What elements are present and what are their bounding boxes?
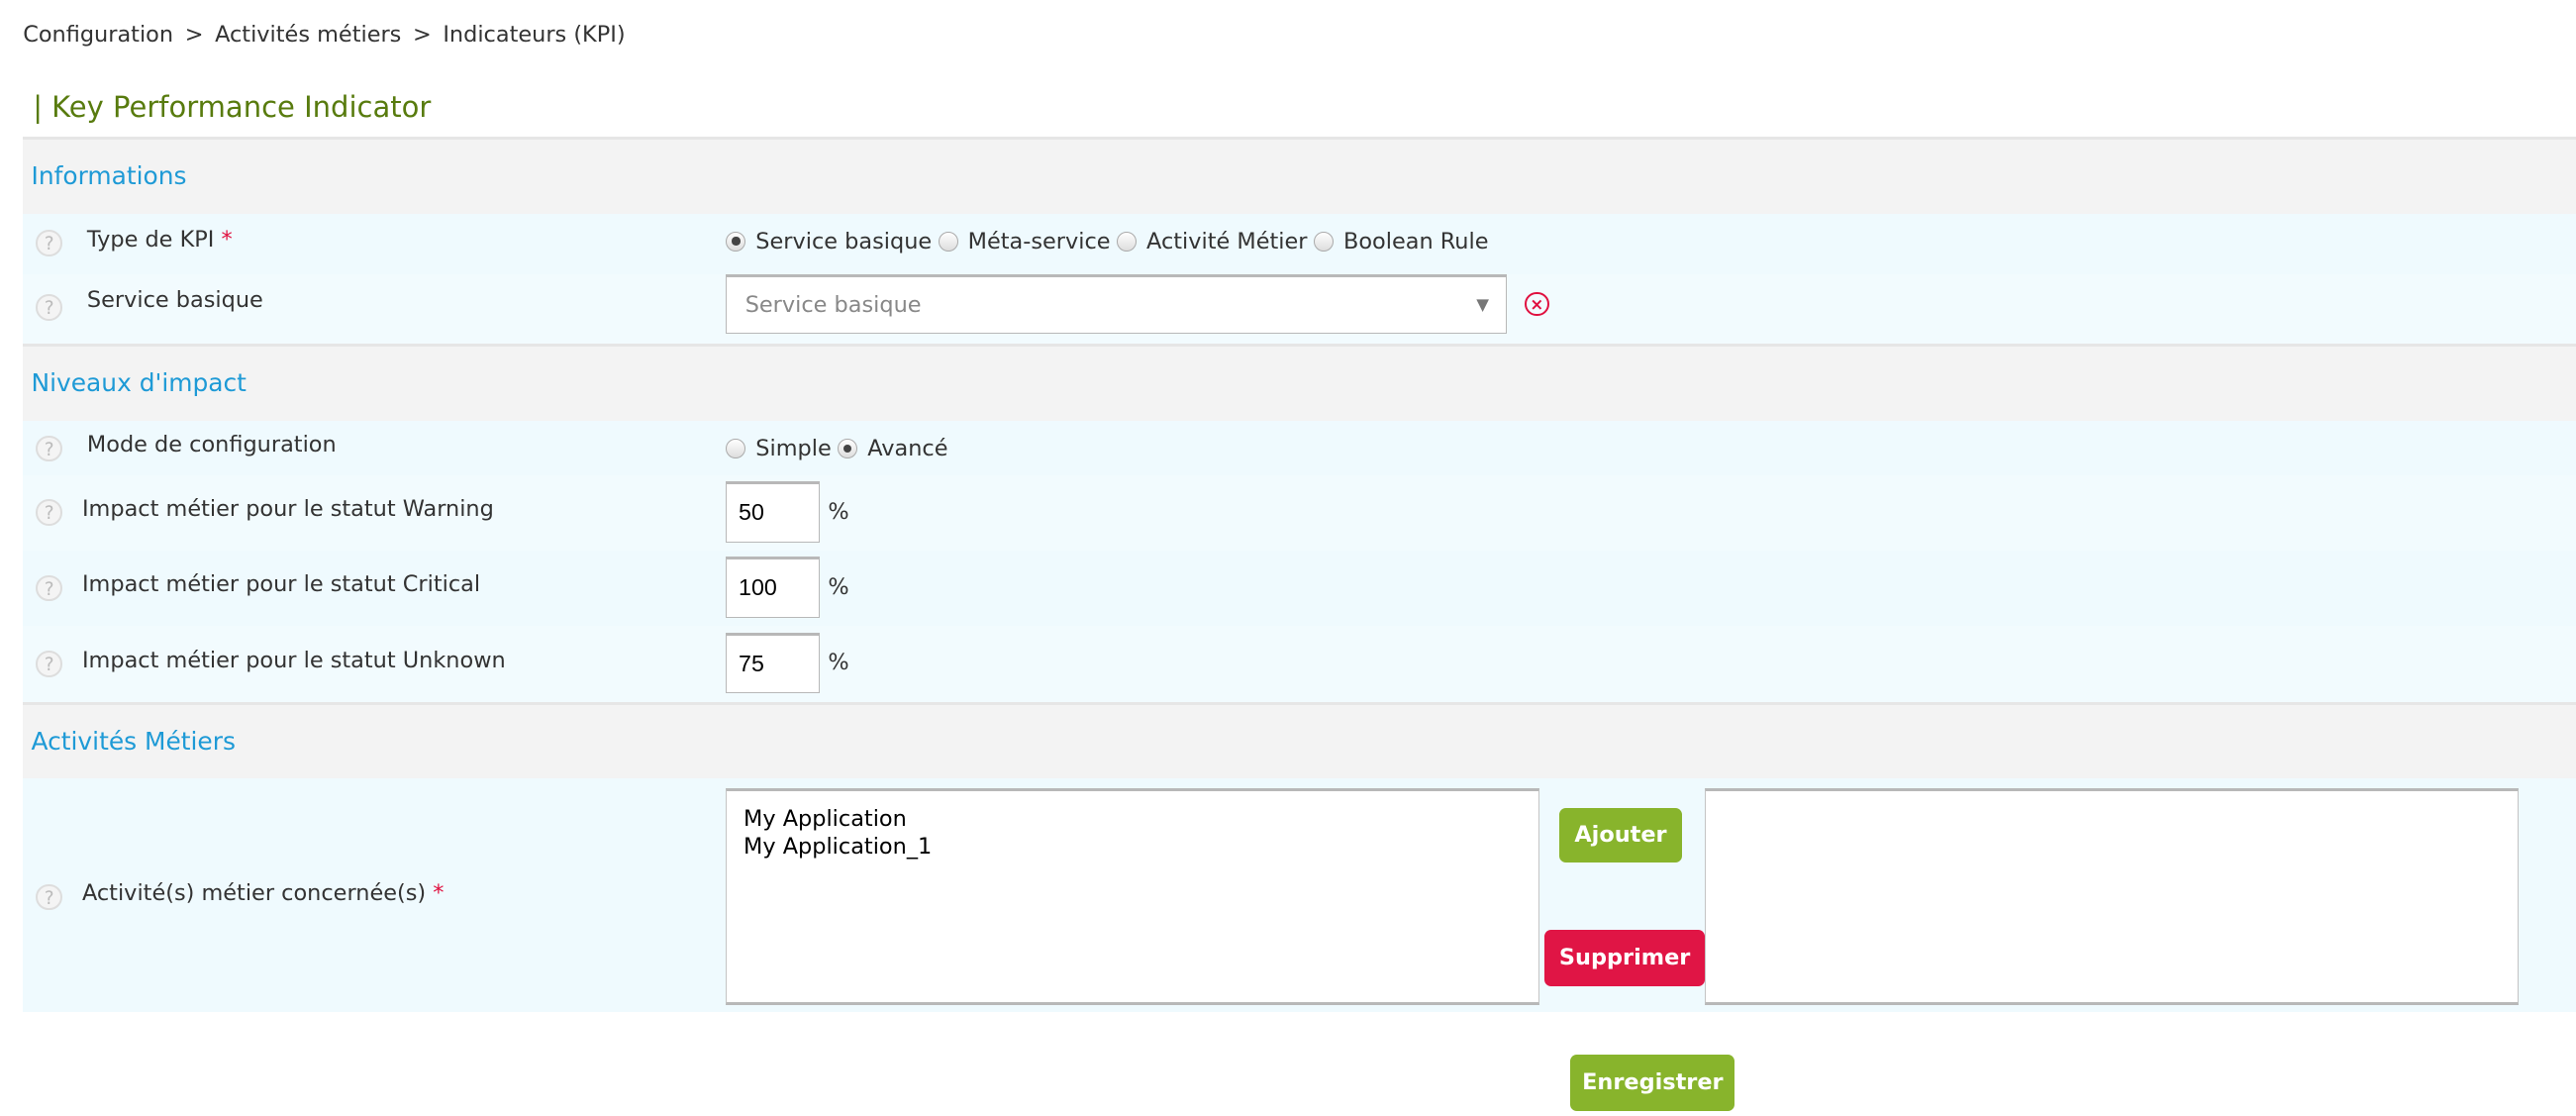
radio-avance[interactable]: Avancé: [838, 435, 948, 461]
breadcrumb-kpi[interactable]: Indicateurs (KPI): [443, 21, 626, 48]
radio-icon[interactable]: [838, 438, 858, 458]
kpi-type-label: Type de KPI *: [86, 226, 233, 253]
radio-service-basique[interactable]: Service basique: [726, 229, 932, 254]
section-activities: Activités Métiers: [23, 701, 2576, 779]
row-service: ? Service basique Service basique ▼ ×: [23, 274, 2576, 344]
help-icon[interactable]: ?: [36, 230, 63, 256]
radio-label: Activité Métier: [1146, 228, 1308, 254]
breadcrumb-separator: >: [412, 21, 432, 48]
section-impact: Niveaux d'impact: [23, 343, 2576, 421]
chevron-down-icon: ▼: [1476, 295, 1490, 315]
impact-critical-label: Impact métier pour le statut Critical: [81, 571, 481, 598]
impact-critical-input[interactable]: 100: [726, 557, 821, 618]
breadcrumb-separator: >: [184, 21, 204, 48]
radio-icon[interactable]: [938, 231, 958, 252]
kpi-type-radios: Service basique Méta-service Activité Mé…: [726, 229, 1495, 254]
impact-unknown-input[interactable]: 75: [726, 632, 821, 694]
add-button[interactable]: Ajouter: [1558, 808, 1683, 863]
radio-icon[interactable]: [1117, 231, 1138, 252]
help-icon[interactable]: ?: [36, 435, 63, 462]
help-icon[interactable]: ?: [36, 499, 63, 526]
service-select[interactable]: Service basique ▼: [726, 274, 1507, 334]
mode-radios: Simple Avancé: [726, 436, 954, 461]
help-icon[interactable]: ?: [36, 651, 63, 677]
page-title: | Key Performance Indicator: [33, 90, 432, 125]
row-business-activities: ? Activité(s) métier concernée(s) * My A…: [23, 778, 2576, 1013]
impact-warning-label: Impact métier pour le statut Warning: [81, 496, 494, 523]
row-kpi-type: ? Type de KPI * Service basique Méta-ser…: [23, 213, 2576, 275]
radio-icon[interactable]: [726, 438, 746, 458]
list-item[interactable]: My Application: [743, 805, 907, 832]
radio-label: Service basique: [755, 228, 933, 254]
radio-meta-service[interactable]: Méta-service: [938, 228, 1111, 254]
row-mode: ? Mode de configuration Simple Avancé: [23, 420, 2576, 475]
help-icon[interactable]: ?: [36, 574, 63, 602]
section-informations: Informations: [23, 136, 2576, 214]
help-icon[interactable]: ?: [36, 294, 63, 321]
available-activities-list[interactable]: My Application My Application_1: [726, 788, 1539, 1006]
breadcrumb: Configuration > Activités métiers > Indicate…: [23, 22, 625, 48]
impact-warning-input[interactable]: 50: [726, 481, 821, 543]
kpi-form: Informations ? Type de KPI * Service bas…: [23, 136, 2576, 1013]
radio-simple[interactable]: Simple: [726, 435, 832, 461]
radio-label: Simple: [755, 435, 832, 461]
row-impact-unknown: ? Impact métier pour le statut Unknown 7…: [23, 626, 2576, 702]
radio-icon[interactable]: [726, 231, 746, 252]
service-label: Service basique: [86, 287, 263, 314]
save-button[interactable]: Enregistrer: [1570, 1055, 1735, 1111]
selected-activities-list[interactable]: [1705, 788, 2519, 1006]
radio-label: Méta-service: [967, 228, 1111, 254]
ba-label: Activité(s) métier concernée(s) *: [81, 880, 445, 907]
percent-label: %: [828, 574, 849, 601]
service-placeholder: Service basique: [744, 292, 922, 319]
radio-label: Avancé: [867, 435, 948, 461]
remove-button[interactable]: Supprimer: [1543, 930, 1706, 986]
percent-label: %: [828, 498, 849, 525]
row-impact-critical: ? Impact métier pour le statut Critical …: [23, 550, 2576, 627]
radio-icon[interactable]: [1314, 231, 1335, 252]
list-item[interactable]: My Application_1: [743, 833, 933, 860]
breadcrumb-activites[interactable]: Activités métiers: [215, 21, 402, 48]
service-control: Service basique ▼ ×: [726, 274, 1549, 334]
radio-label: Boolean Rule: [1342, 228, 1489, 254]
clear-icon[interactable]: ×: [1524, 291, 1549, 317]
row-impact-warning: ? Impact métier pour le statut Warning 5…: [23, 474, 2576, 551]
mode-label: Mode de configuration: [86, 432, 337, 458]
impact-unknown-label: Impact métier pour le statut Unknown: [81, 647, 506, 673]
help-icon[interactable]: ?: [36, 883, 63, 911]
breadcrumb-configuration[interactable]: Configuration: [23, 21, 174, 48]
radio-boolean-rule[interactable]: Boolean Rule: [1314, 228, 1489, 254]
percent-label: %: [828, 650, 849, 676]
radio-activite-metier[interactable]: Activité Métier: [1117, 229, 1307, 254]
